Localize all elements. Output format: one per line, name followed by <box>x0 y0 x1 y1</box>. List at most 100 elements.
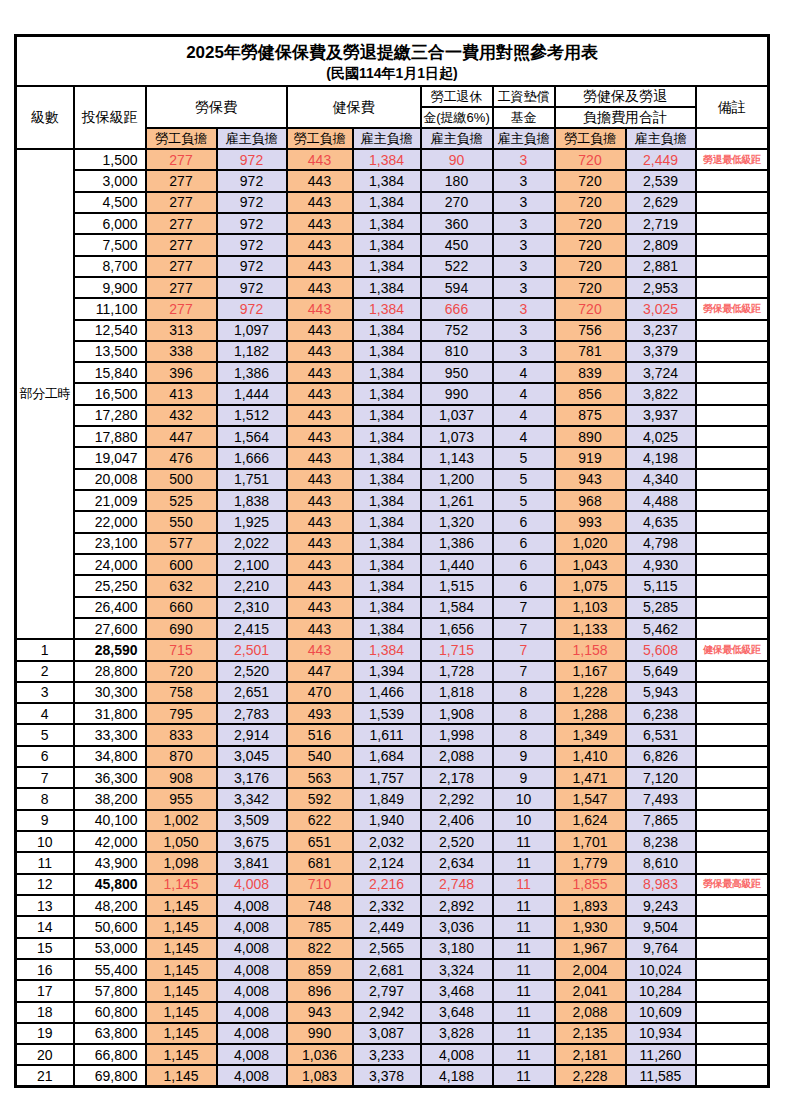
wage-fund-employer-cell: 5 <box>493 469 555 490</box>
labor-employer-cell: 4,008 <box>217 980 287 1001</box>
labor-employer-cell: 4,008 <box>217 959 287 980</box>
health-worker-cell: 710 <box>287 874 353 895</box>
total-worker-cell: 2,041 <box>555 980 626 1001</box>
total-worker-cell: 2,004 <box>555 959 626 980</box>
bracket-cell: 16,500 <box>74 383 146 404</box>
health-employer-cell: 1,384 <box>353 383 421 404</box>
remark-cell <box>696 1002 769 1023</box>
labor-employer-cell: 1,097 <box>217 320 287 341</box>
labor-worker-cell: 870 <box>146 746 217 767</box>
pension-employer-cell: 3,468 <box>421 980 493 1001</box>
pension-employer-cell: 2,748 <box>421 874 493 895</box>
health-employer-cell: 1,849 <box>353 788 421 809</box>
pension-employer-cell: 90 <box>421 149 493 170</box>
health-employer-cell: 1,384 <box>353 256 421 277</box>
total-employer-cell: 5,649 <box>626 661 696 682</box>
remark-cell <box>696 383 769 404</box>
labor-employer-cell: 4,008 <box>217 1065 287 1086</box>
total-worker-cell: 1,624 <box>555 810 626 831</box>
total-worker-cell: 1,349 <box>555 724 626 745</box>
health-worker-cell: 443 <box>287 426 353 447</box>
health-employer-cell: 1,384 <box>353 447 421 468</box>
level-cell: 3 <box>16 682 74 703</box>
health-employer-cell: 1,684 <box>353 746 421 767</box>
health-worker-cell: 443 <box>287 170 353 191</box>
health-employer-cell: 1,384 <box>353 213 421 234</box>
subheader-labor-worker: 勞工負擔 <box>146 128 217 149</box>
table-row: 26,4006602,3104431,3841,58471,1035,285 <box>16 597 769 618</box>
health-employer-cell: 2,449 <box>353 916 421 937</box>
level-cell: 14 <box>16 916 74 937</box>
total-employer-cell: 5,943 <box>626 682 696 703</box>
health-worker-cell: 748 <box>287 895 353 916</box>
total-worker-cell: 2,135 <box>555 1023 626 1044</box>
bracket-cell: 36,300 <box>74 767 146 788</box>
health-employer-cell: 2,032 <box>353 831 421 852</box>
level-cell: 5 <box>16 724 74 745</box>
remark-cell <box>696 575 769 596</box>
health-employer-cell: 1,384 <box>353 362 421 383</box>
bracket-cell: 45,800 <box>74 874 146 895</box>
total-employer-cell: 9,504 <box>626 916 696 937</box>
pension-employer-cell: 2,520 <box>421 831 493 852</box>
subheader-total-worker: 勞工負擔 <box>555 128 626 149</box>
labor-employer-cell: 3,675 <box>217 831 287 852</box>
labor-employer-cell: 1,751 <box>217 469 287 490</box>
total-employer-cell: 10,609 <box>626 1002 696 1023</box>
remark-cell <box>696 597 769 618</box>
labor-employer-cell: 4,008 <box>217 1023 287 1044</box>
bracket-cell: 9,900 <box>74 277 146 298</box>
health-worker-cell: 443 <box>287 192 353 213</box>
total-employer-cell: 7,493 <box>626 788 696 809</box>
labor-employer-cell: 972 <box>217 256 287 277</box>
col-header-pension-line2: 金(提繳6%) <box>421 107 493 128</box>
pension-employer-cell: 2,178 <box>421 767 493 788</box>
remark-cell <box>696 661 769 682</box>
total-employer-cell: 2,449 <box>626 149 696 170</box>
total-worker-cell: 720 <box>555 170 626 191</box>
health-worker-cell: 443 <box>287 554 353 575</box>
labor-worker-cell: 277 <box>146 277 217 298</box>
labor-worker-cell: 758 <box>146 682 217 703</box>
pension-employer-cell: 1,320 <box>421 511 493 532</box>
table-row: 16,5004131,4444431,38499048563,822 <box>16 383 769 404</box>
level-cell: 1 <box>16 639 74 660</box>
insurance-table: 2025年勞健保保費及勞退提繳三合一費用對照參考用表 (民國114年1月1日起)… <box>14 34 770 1088</box>
health-employer-cell: 2,942 <box>353 1002 421 1023</box>
pension-employer-cell: 1,656 <box>421 618 493 639</box>
total-worker-cell: 1,471 <box>555 767 626 788</box>
total-employer-cell: 9,764 <box>626 938 696 959</box>
health-worker-cell: 443 <box>287 533 353 554</box>
table-row: 7,5002779724431,38445037202,809 <box>16 234 769 255</box>
bracket-cell: 24,000 <box>74 554 146 575</box>
labor-employer-cell: 1,666 <box>217 447 287 468</box>
health-worker-cell: 443 <box>287 277 353 298</box>
health-employer-cell: 1,384 <box>353 597 421 618</box>
pension-employer-cell: 1,515 <box>421 575 493 596</box>
remark-cell: 勞保最低級距 <box>696 298 769 319</box>
health-employer-cell: 1,384 <box>353 490 421 511</box>
table-row: 24,0006002,1004431,3841,44061,0434,930 <box>16 554 769 575</box>
total-employer-cell: 10,934 <box>626 1023 696 1044</box>
subheader-wage-fund-employer: 雇主負擔 <box>493 128 555 149</box>
bracket-cell: 21,009 <box>74 490 146 511</box>
wage-fund-employer-cell: 11 <box>493 1002 555 1023</box>
wage-fund-employer-cell: 9 <box>493 767 555 788</box>
table-row: 22,0005501,9254431,3841,32069934,635 <box>16 511 769 532</box>
health-worker-cell: 822 <box>287 938 353 959</box>
table-body: 部分工時1,5002779724431,3849037202,449勞退最低級距… <box>16 149 769 1087</box>
pension-employer-cell: 1,818 <box>421 682 493 703</box>
total-employer-cell: 4,025 <box>626 426 696 447</box>
table-row: 19,0474761,6664431,3841,14359194,198 <box>16 447 769 468</box>
health-employer-cell: 1,384 <box>353 192 421 213</box>
pension-employer-cell: 2,634 <box>421 852 493 873</box>
col-header-pension-line1: 勞工退休 <box>421 86 493 107</box>
pension-employer-cell: 4,008 <box>421 1044 493 1065</box>
total-worker-cell: 1,075 <box>555 575 626 596</box>
level-cell: 13 <box>16 895 74 916</box>
total-worker-cell: 1,133 <box>555 618 626 639</box>
labor-employer-cell: 3,509 <box>217 810 287 831</box>
table-row: 228,8007202,5204471,3941,72871,1675,649 <box>16 661 769 682</box>
table-row: 25,2506322,2104431,3841,51561,0755,115 <box>16 575 769 596</box>
total-worker-cell: 1,855 <box>555 874 626 895</box>
